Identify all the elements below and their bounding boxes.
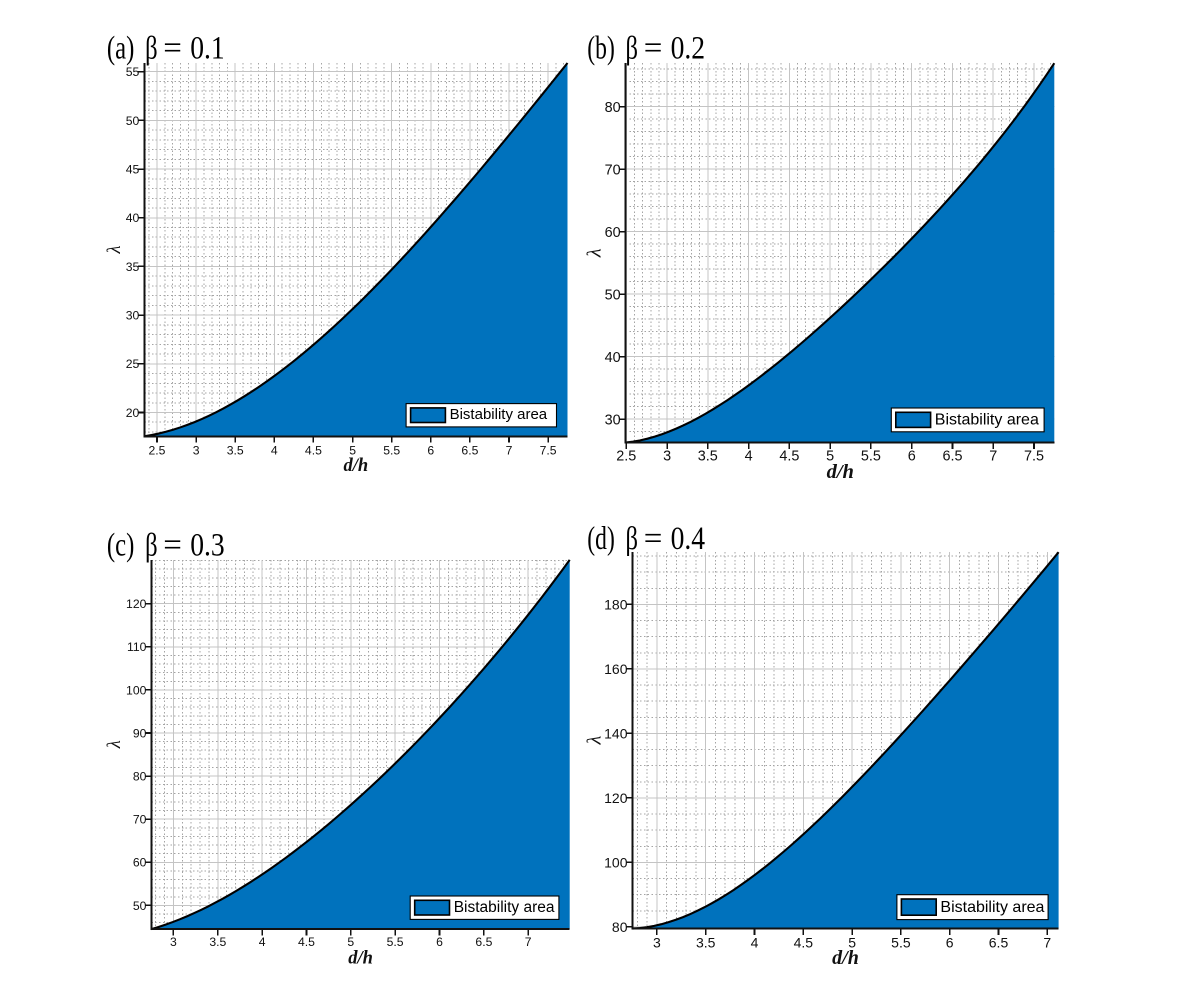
svg-text:d/h: d/h — [348, 949, 373, 969]
svg-text:40: 40 — [126, 211, 140, 225]
svg-text:35: 35 — [126, 260, 140, 274]
svg-text:4.5: 4.5 — [298, 935, 315, 949]
svg-text:5.5: 5.5 — [891, 934, 911, 950]
svg-text:(a)β=0.1: (a) β = 0.1 — [107, 31, 225, 67]
svg-text:7: 7 — [1043, 934, 1051, 950]
svg-text:40: 40 — [605, 350, 621, 366]
svg-text:3: 3 — [663, 449, 671, 465]
svg-text:λ: λ — [105, 740, 125, 749]
svg-text:50: 50 — [605, 287, 621, 303]
svg-text:90: 90 — [133, 726, 147, 740]
svg-text:4: 4 — [745, 449, 753, 465]
svg-text:(c)β=0.3: (c) β = 0.3 — [107, 528, 225, 564]
svg-text:7: 7 — [525, 935, 532, 949]
svg-text:Bistability area: Bistability area — [935, 411, 1039, 428]
svg-text:(b)β=0.2: (b) β = 0.2 — [587, 31, 705, 67]
svg-text:3: 3 — [170, 935, 177, 949]
svg-text:5.5: 5.5 — [387, 935, 404, 949]
svg-text:5: 5 — [349, 444, 356, 458]
svg-text:7: 7 — [506, 444, 513, 458]
svg-text:5: 5 — [848, 934, 856, 950]
svg-text:6: 6 — [946, 934, 954, 950]
svg-text:100: 100 — [604, 854, 628, 870]
svg-text:3.5: 3.5 — [698, 449, 718, 465]
svg-text:110: 110 — [127, 640, 147, 654]
svg-text:3.5: 3.5 — [227, 444, 244, 458]
svg-text:2.5: 2.5 — [616, 449, 636, 465]
svg-text:4: 4 — [751, 934, 759, 950]
svg-text:80: 80 — [612, 919, 628, 935]
svg-text:55: 55 — [126, 65, 140, 79]
svg-text:3: 3 — [653, 934, 661, 950]
svg-text:50: 50 — [133, 899, 147, 913]
svg-text:λ: λ — [584, 735, 606, 745]
svg-text:4.5: 4.5 — [305, 444, 322, 458]
svg-text:160: 160 — [604, 661, 628, 677]
svg-text:120: 120 — [126, 597, 147, 611]
svg-text:(d)β=0.4: (d) β = 0.4 — [587, 521, 705, 557]
svg-text:5: 5 — [347, 935, 354, 949]
svg-text:70: 70 — [133, 813, 147, 827]
svg-text:4: 4 — [259, 935, 266, 949]
svg-text:6.5: 6.5 — [989, 934, 1009, 950]
svg-text:6.5: 6.5 — [475, 935, 492, 949]
svg-text:70: 70 — [605, 162, 621, 178]
svg-text:30: 30 — [605, 412, 621, 428]
svg-text:6: 6 — [436, 935, 443, 949]
svg-text:180: 180 — [604, 596, 628, 612]
svg-text:140: 140 — [604, 725, 628, 741]
svg-text:6: 6 — [908, 449, 916, 465]
svg-text:d/h: d/h — [832, 947, 859, 969]
svg-text:5: 5 — [826, 449, 834, 465]
svg-text:3: 3 — [193, 444, 200, 458]
svg-text:2.5: 2.5 — [149, 444, 166, 458]
svg-text:5.5: 5.5 — [861, 449, 881, 465]
svg-text:d/h: d/h — [827, 461, 854, 483]
svg-text:45: 45 — [126, 163, 140, 177]
svg-text:3.5: 3.5 — [696, 934, 716, 950]
svg-text:60: 60 — [605, 225, 621, 241]
svg-text:3.5: 3.5 — [209, 935, 226, 949]
svg-text:20: 20 — [126, 406, 140, 420]
svg-text:Bistability area: Bistability area — [940, 899, 1044, 916]
svg-text:λ: λ — [105, 245, 125, 254]
svg-text:60: 60 — [133, 856, 147, 870]
svg-text:Bistability area: Bistability area — [454, 899, 555, 916]
svg-text:Bistability area: Bistability area — [450, 406, 548, 423]
svg-text:6.5: 6.5 — [942, 449, 962, 465]
svg-text:100: 100 — [126, 683, 147, 697]
svg-text:5.5: 5.5 — [383, 444, 400, 458]
svg-text:80: 80 — [605, 100, 621, 116]
svg-text:30: 30 — [126, 309, 140, 323]
svg-text:25: 25 — [126, 357, 140, 371]
svg-text:6: 6 — [427, 444, 434, 458]
svg-text:4.5: 4.5 — [779, 449, 799, 465]
svg-text:d/h: d/h — [344, 456, 369, 476]
svg-text:120: 120 — [604, 790, 628, 806]
svg-text:7: 7 — [989, 449, 997, 465]
svg-text:4.5: 4.5 — [794, 934, 814, 950]
svg-text:4: 4 — [271, 444, 278, 458]
svg-text:λ: λ — [583, 248, 605, 258]
svg-text:6.5: 6.5 — [461, 444, 478, 458]
svg-text:7.5: 7.5 — [1024, 449, 1044, 465]
svg-text:80: 80 — [133, 770, 147, 784]
svg-text:50: 50 — [126, 114, 140, 128]
svg-text:7.5: 7.5 — [540, 444, 557, 458]
